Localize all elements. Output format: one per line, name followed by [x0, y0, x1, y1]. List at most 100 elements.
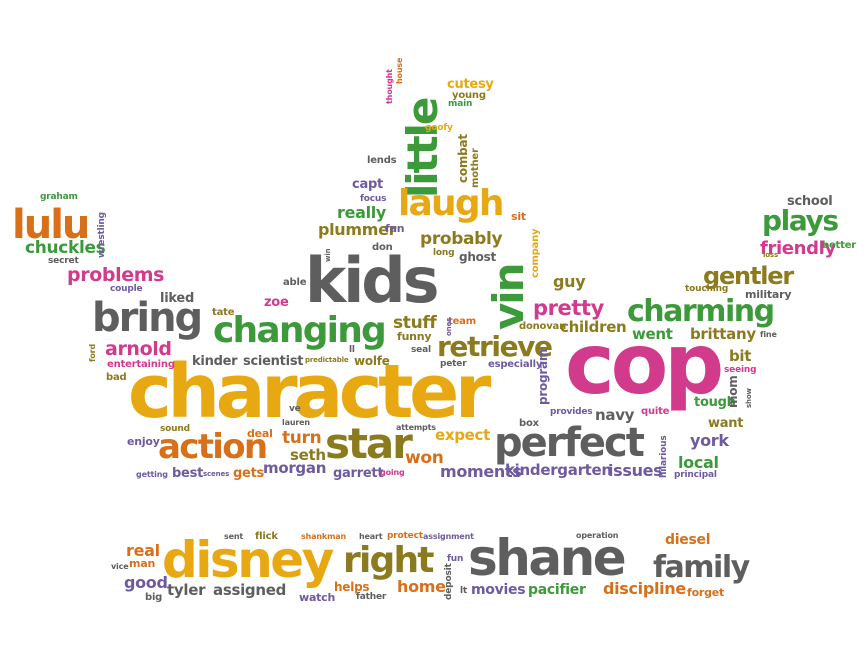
word-home: home — [397, 577, 446, 596]
word-laugh: laugh — [398, 183, 504, 224]
word-principal: principal — [674, 470, 717, 480]
word-disney: disney — [162, 531, 334, 589]
word-wolfe: wolfe — [354, 354, 390, 368]
word-long: long — [433, 248, 455, 258]
word-want: want — [708, 416, 744, 431]
word-best: best — [172, 466, 204, 481]
word-bad: bad — [106, 372, 127, 383]
word-capt: capt — [352, 177, 383, 192]
word-attempts: attempts — [396, 423, 436, 432]
word-morgan: morgan — [263, 459, 327, 477]
word-focus: focus — [360, 194, 387, 204]
word-won: won — [405, 448, 444, 468]
word-main: main — [448, 99, 473, 109]
word-program: program — [536, 348, 550, 405]
word-guy: guy — [553, 272, 586, 291]
word-sit: sit — [511, 210, 526, 223]
word-mom: mom — [726, 375, 740, 408]
word-chuckles: chuckles — [25, 238, 106, 258]
word-house: house — [395, 57, 404, 84]
word-brittany: brittany — [690, 325, 756, 343]
word-loss: loss — [763, 251, 778, 259]
word-movies: movies — [471, 582, 526, 598]
word-arnold: arnold — [105, 338, 172, 360]
word-peter: peter — [440, 359, 467, 369]
word-sent: sent — [224, 532, 244, 541]
word-character: character — [128, 349, 491, 435]
word-funny: funny — [397, 330, 432, 343]
word-forget: forget — [687, 586, 725, 599]
word-seeing: seeing — [724, 365, 757, 375]
word-star: star — [325, 419, 413, 468]
word-problems: problems — [67, 264, 165, 286]
word-enjoy: enjoy — [127, 435, 160, 448]
word-pacifier: pacifier — [528, 582, 586, 598]
word-lauren: lauren — [282, 418, 310, 427]
word-tate: tate — [212, 307, 235, 318]
word-york: york — [690, 431, 729, 450]
word-bit: bit — [729, 347, 752, 365]
word-stuff: stuff — [393, 313, 437, 333]
word-sound: sound — [160, 424, 190, 434]
word-ones: ones — [445, 317, 453, 336]
word-military: military — [745, 288, 792, 301]
word-kindergarten: kindergarten — [505, 461, 612, 479]
word-protect: protect — [387, 531, 423, 541]
word-right: right — [343, 540, 434, 581]
word-mother: mother — [470, 148, 481, 188]
word-vice: vice — [111, 562, 129, 571]
word-cop: cop — [565, 315, 724, 413]
word-entertaining: entertaining — [107, 359, 175, 370]
word-assignment: assignment — [423, 532, 474, 541]
word-able: able — [283, 277, 307, 288]
word-cutesy: cutesy — [447, 77, 494, 92]
word-big: big — [145, 592, 163, 603]
word-don: don — [372, 242, 393, 253]
word-children: children — [560, 318, 627, 336]
word-shane: shane — [468, 529, 627, 587]
word-goofy: goofy — [425, 123, 453, 133]
word-lulu: lulu — [12, 202, 90, 248]
word-getting: getting — [136, 470, 168, 479]
word-kinder: kinder — [192, 354, 238, 369]
word-discipline: discipline — [603, 579, 686, 598]
word-operation: operation — [576, 531, 619, 540]
word-lt: lt — [460, 586, 468, 596]
word-touching: touching — [685, 284, 729, 294]
word-tyler: tyler — [167, 581, 206, 599]
word-ve: ve — [289, 404, 301, 414]
word-fan: fan — [385, 222, 405, 235]
word-navy: navy — [595, 406, 635, 424]
word-win: win — [324, 248, 332, 262]
word-lends: lends — [367, 155, 397, 166]
word-box: box — [519, 418, 539, 429]
word-seth: seth — [290, 446, 326, 464]
word-real: real — [126, 541, 160, 560]
word-retrieve: retrieve — [437, 330, 553, 363]
word-couple: couple — [110, 284, 143, 294]
word-charming: charming — [627, 294, 775, 329]
word-graham: graham — [40, 192, 78, 202]
word-good: good — [124, 573, 168, 592]
word-liked: liked — [160, 291, 195, 306]
word-man: man — [129, 557, 156, 570]
word-family: family — [653, 550, 750, 585]
word-scenes: scenes — [203, 470, 230, 478]
word-ghost: ghost — [459, 250, 497, 264]
word-action: action — [158, 427, 268, 467]
word-deposit: deposit — [444, 563, 454, 600]
word-donovan: donovan — [519, 321, 567, 332]
word-kids: kids — [305, 244, 439, 317]
word-school: school — [787, 194, 833, 209]
word-assigned: assigned — [213, 581, 287, 599]
word-quite: quite — [641, 406, 670, 417]
word-especially: especially — [488, 359, 543, 370]
word-gentler: gentler — [703, 262, 794, 290]
word-team: team — [448, 316, 476, 327]
word-pretty: pretty — [533, 296, 604, 320]
word-moments: moments — [440, 462, 522, 481]
word-tough: tough — [694, 395, 736, 410]
word-diesel: diesel — [665, 532, 711, 548]
word-watch: watch — [299, 591, 336, 604]
